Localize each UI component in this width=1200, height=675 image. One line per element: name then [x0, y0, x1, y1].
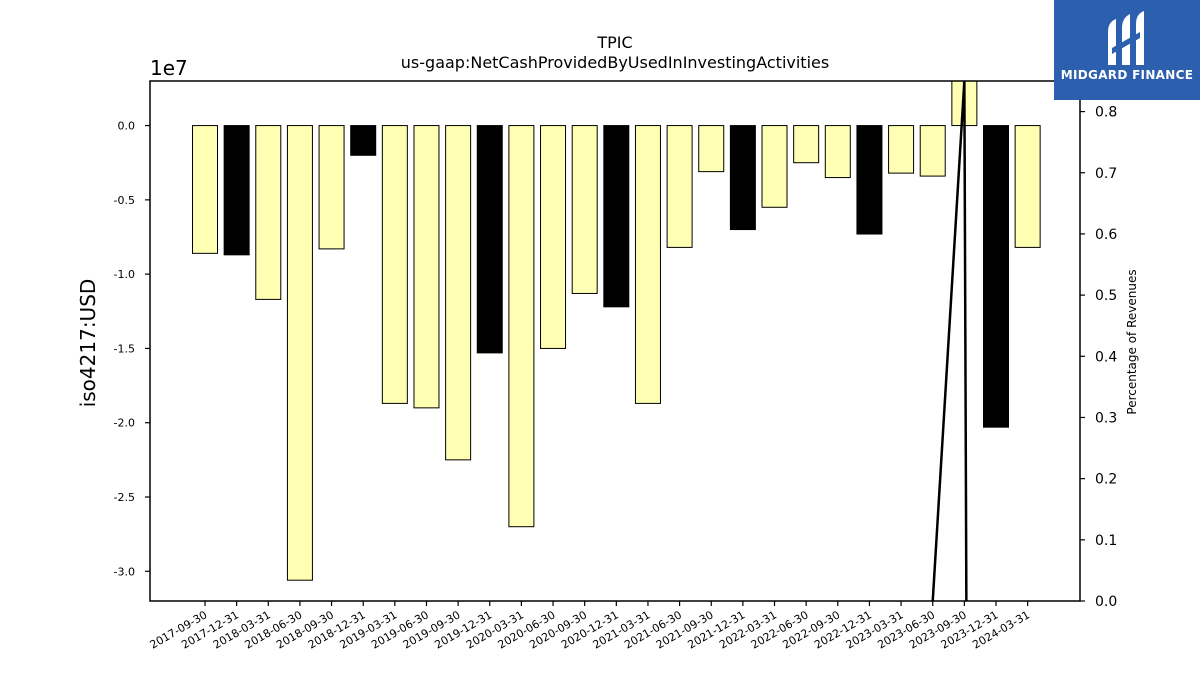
bars-layer [192, 80, 1041, 581]
y-tick-label: 0.0 [118, 120, 136, 133]
y2-tick-label: 0.0 [1095, 594, 1117, 610]
bar-2017-12-31 [223, 125, 250, 256]
bar-2021-06-30 [666, 125, 693, 248]
bar-2018-03-31 [255, 125, 282, 300]
chart-title: TPIC [596, 33, 632, 52]
midgard-finance-logo: MIDGARD FINANCE [1054, 0, 1200, 100]
y2-tick-label: 0.6 [1095, 227, 1117, 243]
y-tick-label: -0.5 [114, 194, 135, 207]
bar-2022-06-30 [793, 125, 820, 164]
y2-tick-label: 0.1 [1095, 533, 1117, 549]
bar-2019-06-30 [413, 125, 440, 409]
bar-2020-06-30 [540, 125, 567, 349]
bar-2021-03-31 [634, 125, 661, 404]
y-multiplier: 1e7 [150, 56, 188, 80]
y2-axis-label: Percentage of Revenues [1125, 269, 1139, 414]
x-ticks: 2017-09-302017-12-312018-03-312018-06-30… [148, 601, 1032, 652]
y2-tick-label: 0.7 [1095, 166, 1117, 182]
bar-2022-03-31 [761, 125, 788, 208]
bar-2022-12-31 [856, 125, 883, 235]
y-tick-label: -2.5 [114, 491, 135, 504]
bar-2023-06-30 [919, 125, 946, 177]
logo-text: MIDGARD FINANCE [1060, 68, 1194, 82]
bar-2020-09-30 [571, 125, 598, 294]
y2-tick-label: 0.4 [1095, 349, 1117, 365]
bar-2018-06-30 [286, 125, 313, 581]
midgard-logo-icon [1108, 11, 1144, 65]
bar-2019-03-31 [381, 125, 408, 404]
bar-2024-03-31 [1014, 125, 1041, 248]
y-tick-label: -1.0 [114, 268, 135, 281]
chart-subtitle: us-gaap:NetCashProvidedByUsedInInvesting… [401, 53, 829, 72]
bar-2020-03-31 [508, 125, 535, 528]
y-tick-label: -1.5 [114, 342, 135, 355]
y2-ticks: 0.0 0.1 0.2 0.3 0.4 0.5 0.6 0.7 0.8 [1080, 105, 1117, 610]
bar-2018-12-31 [350, 125, 377, 156]
y-tick-label: -3.0 [114, 565, 135, 578]
y2-tick-label: 0.5 [1095, 288, 1117, 304]
y2-tick-label: 0.3 [1095, 410, 1117, 426]
bar-2023-12-31 [983, 125, 1009, 428]
bar-2019-09-30 [445, 125, 472, 461]
y-axis-label: iso4217:USD [76, 279, 100, 408]
bar-2018-09-30 [318, 125, 345, 250]
y2-tick-label: 0.2 [1095, 472, 1117, 488]
bar-2022-09-30 [824, 125, 851, 179]
bar-2023-03-31 [888, 125, 915, 174]
plot-frame [149, 80, 1081, 602]
bar-2021-12-31 [729, 125, 756, 231]
bar-2017-09-30 [192, 125, 218, 254]
bar-2021-09-30 [698, 125, 725, 173]
bar-2020-12-31 [603, 125, 630, 308]
y-ticks: 0.0 -0.5 -1.0 -1.5 -2.0 -2.5 -3.0 [114, 120, 150, 578]
y-tick-label: -2.0 [114, 417, 135, 430]
bar-2019-12-31 [476, 125, 503, 354]
y2-tick-label: 0.8 [1095, 105, 1117, 121]
